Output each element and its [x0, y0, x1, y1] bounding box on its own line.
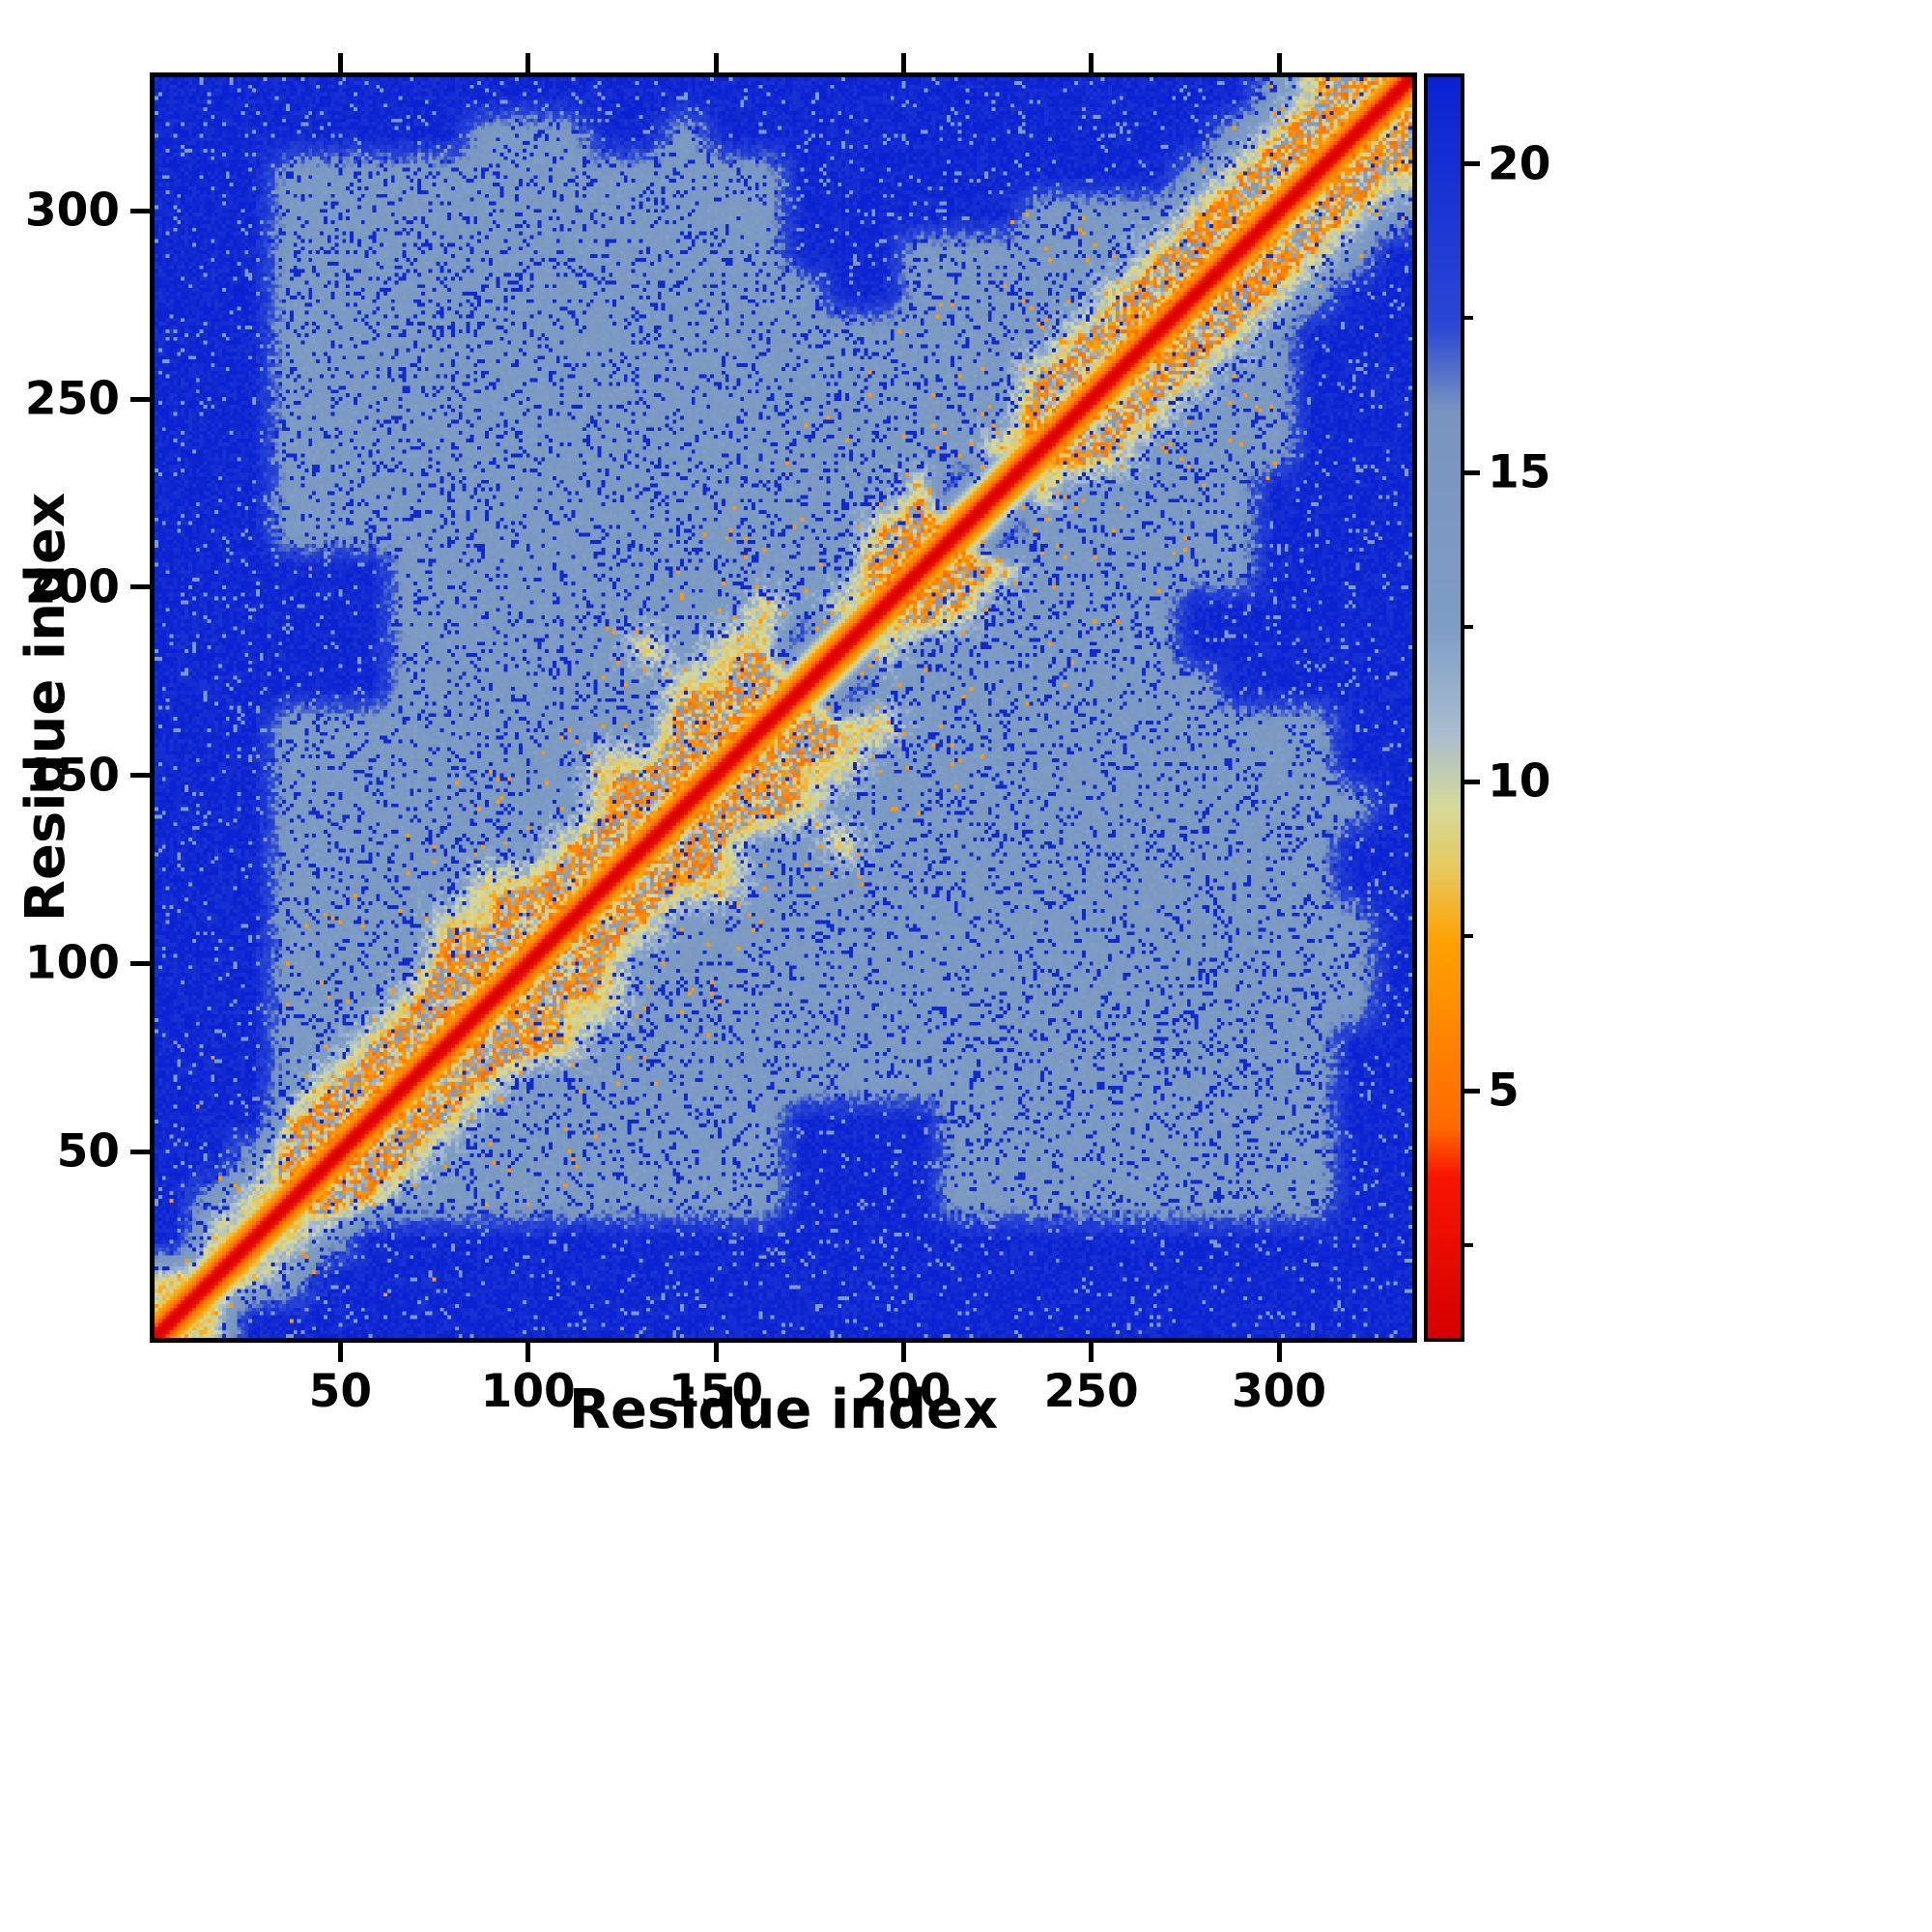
y-tick-mark-left: [130, 208, 150, 213]
y-tick-mark-left: [130, 960, 150, 966]
x-tick-mark-top: [900, 53, 906, 72]
colorbar-minor-tick-mark: [1464, 934, 1473, 939]
y-tick-label: 50: [56, 1124, 120, 1179]
x-tick-mark-top: [337, 53, 343, 72]
y-tick-mark-left: [130, 1149, 150, 1154]
y-axis-label: Residue index: [14, 492, 77, 923]
x-tick-label: 300: [1231, 1365, 1327, 1418]
colorbar-tick-label: 20: [1488, 137, 1551, 191]
colorbar-minor-tick-mark: [1464, 625, 1473, 630]
x-tick-label: 150: [668, 1365, 764, 1418]
x-tick-mark-bottom: [713, 1343, 719, 1362]
y-tick-mark-left: [130, 396, 150, 402]
x-tick-mark-bottom: [1276, 1343, 1282, 1362]
x-tick-mark-top: [1276, 53, 1282, 72]
x-tick-label: 100: [480, 1365, 576, 1418]
colorbar-tick-mark: [1464, 1088, 1480, 1094]
heatmap-canvas: [155, 77, 1412, 1338]
colorbar-tick-mark: [1464, 469, 1480, 475]
y-tick-mark-left: [130, 584, 150, 590]
colorbar-tick-label: 15: [1488, 445, 1551, 499]
y-tick-label: 200: [24, 560, 120, 614]
x-axis-label: Residue index: [568, 1378, 999, 1441]
x-tick-mark-bottom: [1089, 1343, 1094, 1362]
y-tick-mark-left: [130, 773, 150, 779]
colorbar-tick-mark: [1464, 161, 1480, 167]
colorbar-frame: [1424, 73, 1464, 1342]
x-tick-mark-bottom: [900, 1343, 906, 1362]
colorbar-minor-tick-mark: [1464, 316, 1473, 321]
x-tick-mark-top: [526, 53, 531, 72]
colorbar-tick-label: 10: [1488, 754, 1551, 809]
x-tick-mark-bottom: [337, 1343, 343, 1362]
y-tick-label: 300: [24, 184, 120, 238]
x-tick-label: 200: [856, 1365, 952, 1418]
x-tick-mark-top: [1089, 53, 1094, 72]
colorbar-tick-label: 5: [1488, 1064, 1520, 1118]
y-tick-label: 150: [24, 749, 120, 803]
colorbar-canvas: [1428, 77, 1461, 1338]
plot-frame: [150, 72, 1417, 1343]
colorbar-tick-mark: [1464, 779, 1480, 784]
x-tick-label: 250: [1043, 1365, 1139, 1418]
x-tick-label: 50: [308, 1365, 373, 1418]
y-tick-label: 250: [24, 372, 120, 426]
x-tick-mark-top: [713, 53, 719, 72]
colorbar-minor-tick-mark: [1464, 1243, 1473, 1248]
x-tick-mark-bottom: [526, 1343, 531, 1362]
y-tick-label: 100: [24, 936, 120, 990]
